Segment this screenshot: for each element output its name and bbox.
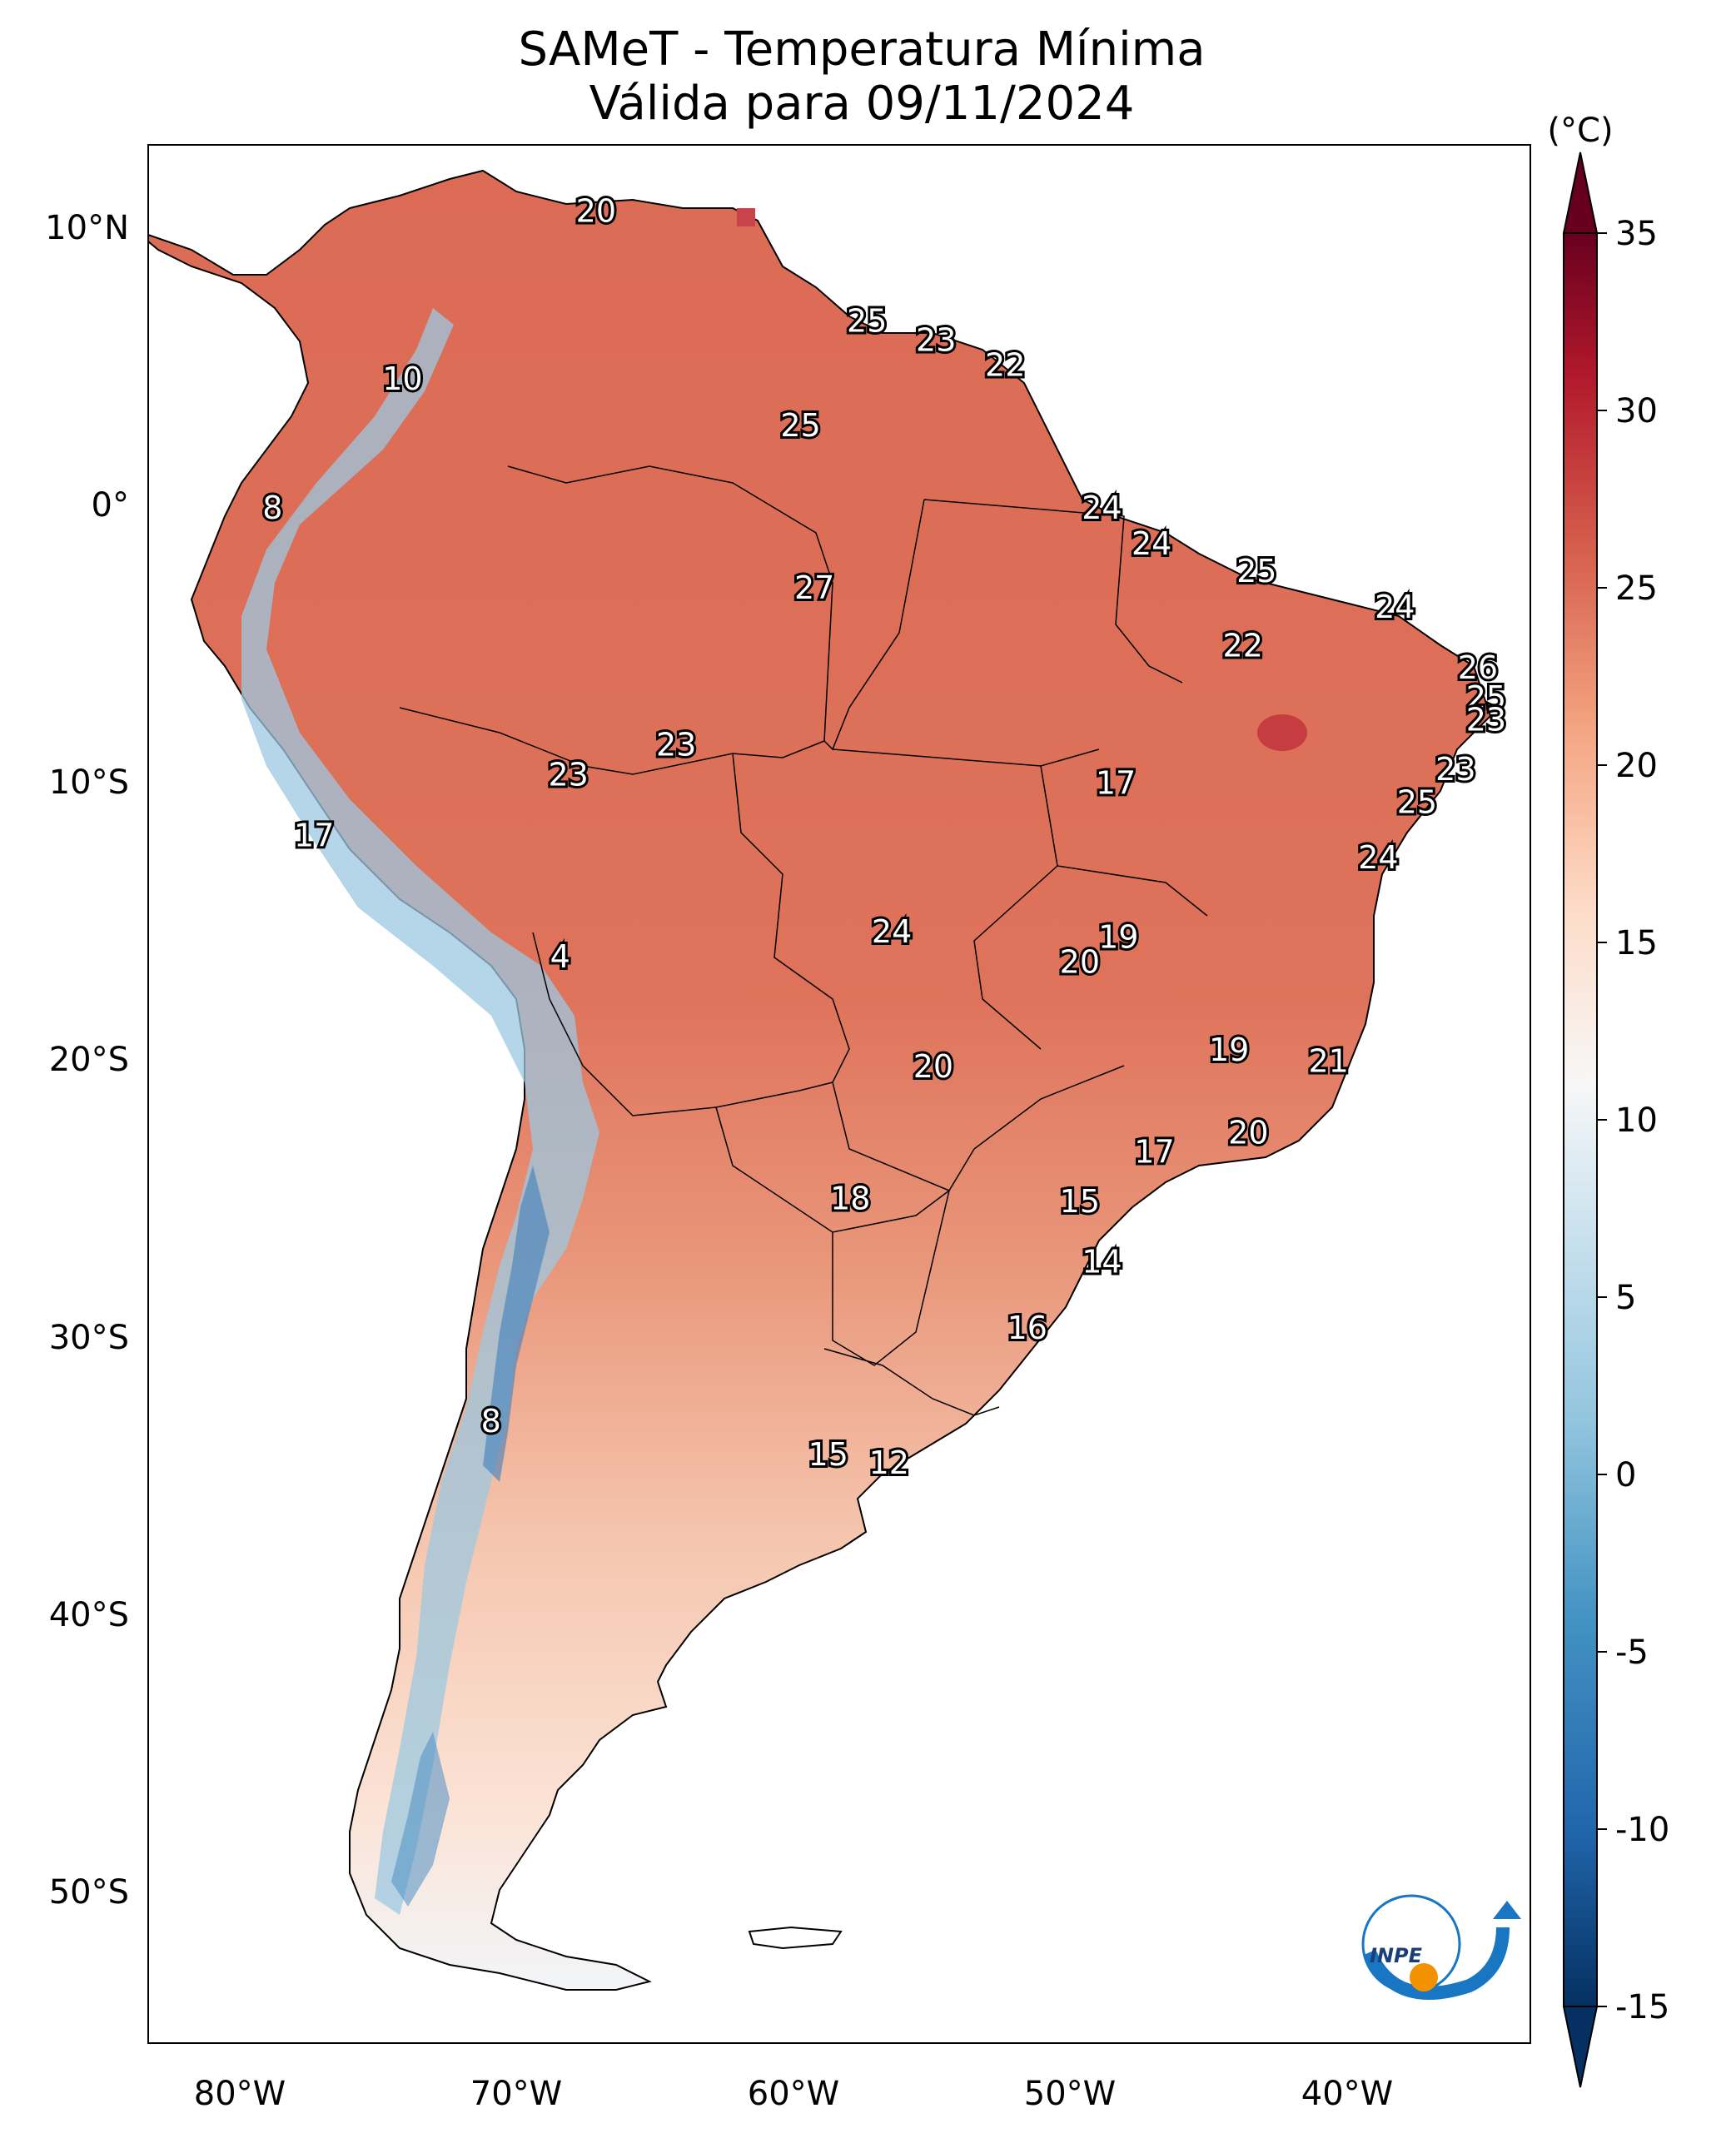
station-value-label: 15 bbox=[808, 1436, 848, 1473]
station-value-label: 23 bbox=[656, 726, 696, 763]
latitude-labels: 10°N 0° 10°S 20°S 30°S 40°S 50°S bbox=[45, 209, 129, 1912]
island-trinidad bbox=[737, 208, 755, 226]
station-value-label: 26 bbox=[1458, 649, 1498, 686]
lon-label-70w: 70°W bbox=[470, 2075, 562, 2113]
station-value-label: 23 bbox=[916, 322, 956, 359]
lat-label-30s: 30°S bbox=[49, 1319, 129, 1357]
station-value-label: 25 bbox=[847, 302, 887, 339]
logo-ring bbox=[1361, 1894, 1461, 1994]
map-subtitle: Válida para 09/11/2024 bbox=[589, 77, 1135, 131]
logo-swoosh bbox=[1363, 1927, 1510, 2000]
andes-coldest-core bbox=[483, 1166, 550, 1482]
station-value-label: 4 bbox=[550, 938, 570, 975]
colorbar-extend-bottom bbox=[1562, 2006, 1599, 2088]
station-value-label: 19 bbox=[1209, 1032, 1249, 1068]
lat-label-40s: 40°S bbox=[49, 1596, 129, 1634]
station-value-label: 23 bbox=[548, 757, 588, 793]
station-value-label: 24 bbox=[1375, 589, 1415, 625]
inpe-logo: INPE bbox=[1361, 1894, 1521, 2000]
longitude-labels: 80°W 70°W 60°W 50°W 40°W bbox=[194, 2075, 1393, 2113]
station-value-label: 20 bbox=[1060, 943, 1100, 980]
logo-arrow bbox=[1493, 1901, 1521, 1919]
station-value-label: 18 bbox=[830, 1181, 870, 1217]
colorbar-tick-label: 5 bbox=[1615, 1279, 1636, 1317]
colorbar-tick-label: -10 bbox=[1615, 1811, 1669, 1849]
colorbar-unit: (°C) bbox=[1547, 112, 1613, 150]
south-america-land bbox=[147, 169, 1492, 1991]
colorbar-tick-label: 0 bbox=[1615, 1456, 1636, 1494]
country-borders bbox=[399, 465, 1208, 1416]
station-value-label: 24 bbox=[1132, 525, 1171, 562]
station-value-label: 24 bbox=[1358, 839, 1398, 876]
station-value-label: 23 bbox=[1466, 702, 1506, 738]
lon-label-50w: 50°W bbox=[1024, 2075, 1116, 2113]
station-value-label: 24 bbox=[1082, 490, 1122, 526]
lat-label-0: 0° bbox=[92, 486, 129, 525]
hotspot-northeast bbox=[1257, 714, 1307, 751]
station-value-label: 25 bbox=[780, 407, 820, 444]
station-value-label: 25 bbox=[1466, 679, 1506, 716]
station-value-label: 23 bbox=[1435, 751, 1475, 788]
lon-label-40w: 40°W bbox=[1301, 2075, 1393, 2113]
colorbar: (°C) 35 30 25 20 15 10 5 0 -5 -10 -15 bbox=[1547, 112, 1669, 2088]
lat-label-10n: 10°N bbox=[45, 209, 129, 247]
colorbar-ticks: 35 30 25 20 15 10 5 0 -5 -10 -15 bbox=[1597, 215, 1669, 2026]
colorbar-tick-label: -5 bbox=[1615, 1633, 1649, 1672]
station-value-label: 8 bbox=[262, 490, 282, 526]
colorbar-tick-label: 30 bbox=[1615, 392, 1658, 430]
station-value-label: 21 bbox=[1308, 1042, 1348, 1079]
station-value-label: 10 bbox=[382, 360, 422, 397]
station-value-label: 25 bbox=[1397, 784, 1437, 821]
station-value-label: 15 bbox=[1060, 1183, 1100, 1220]
station-value-label: 16 bbox=[1007, 1310, 1047, 1346]
lon-label-80w: 80°W bbox=[194, 2075, 286, 2113]
station-value-label: 8 bbox=[481, 1403, 501, 1439]
station-value-label: 22 bbox=[985, 346, 1025, 383]
station-value-label: 12 bbox=[869, 1444, 909, 1481]
station-value-label: 27 bbox=[794, 569, 834, 606]
station-value-label: 14 bbox=[1082, 1244, 1122, 1280]
station-value-label: 20 bbox=[576, 192, 616, 229]
station-value-label: 20 bbox=[1228, 1114, 1268, 1151]
station-value-label: 17 bbox=[1096, 765, 1136, 802]
colorbar-extend-top bbox=[1562, 152, 1599, 234]
station-value-label: 20 bbox=[913, 1048, 953, 1085]
falkland-islands bbox=[748, 1926, 843, 1950]
station-value-label: 22 bbox=[1223, 627, 1263, 664]
lat-label-20s: 20°S bbox=[49, 1041, 129, 1079]
station-value-label: 25 bbox=[1236, 553, 1276, 589]
colorbar-tick-label: 15 bbox=[1615, 924, 1658, 962]
colorbar-tick-label: 35 bbox=[1615, 215, 1658, 253]
colorbar-tick-label: 10 bbox=[1615, 1101, 1658, 1140]
map-title: SAMeT - Temperatura Mínima bbox=[518, 22, 1206, 77]
colorbar-tick-label: -15 bbox=[1615, 1988, 1669, 2026]
lon-label-60w: 60°W bbox=[748, 2075, 839, 2113]
colorbar-bar bbox=[1563, 232, 1598, 2007]
station-value-label: 19 bbox=[1098, 919, 1138, 956]
logo-text: INPE bbox=[1370, 1944, 1423, 1967]
station-value-label: 17 bbox=[1134, 1133, 1174, 1170]
station-value-label: 24 bbox=[872, 913, 912, 950]
colorbar-tick-label: 25 bbox=[1615, 569, 1658, 608]
station-value-label: 17 bbox=[294, 817, 334, 853]
colorbar-tick-label: 20 bbox=[1615, 747, 1658, 785]
lat-label-50s: 50°S bbox=[49, 1873, 129, 1912]
lat-label-10s: 10°S bbox=[49, 763, 129, 802]
logo-orange-dot bbox=[1410, 1963, 1438, 1991]
patagonia-cold-core bbox=[391, 1732, 450, 1907]
